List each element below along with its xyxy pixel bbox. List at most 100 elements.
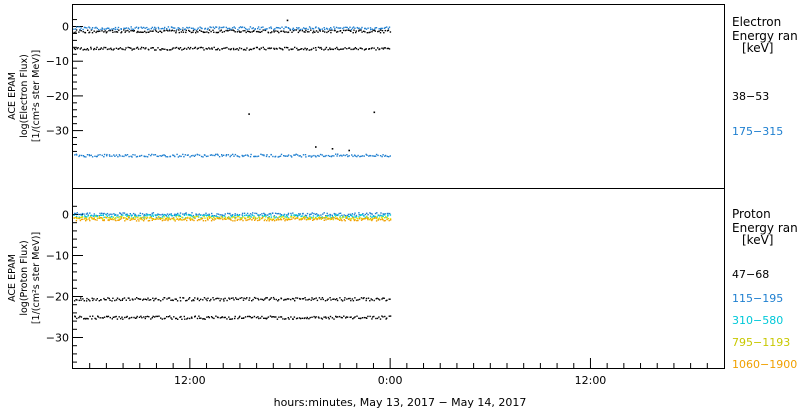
- data-point: [95, 214, 97, 217]
- data-point: [99, 317, 101, 319]
- data-point: [74, 48, 76, 51]
- data-point: [261, 217, 263, 220]
- data-point: [261, 154, 264, 156]
- data-point: [373, 299, 375, 302]
- data-point: [378, 217, 381, 219]
- data-point: [344, 220, 346, 222]
- data-point: [284, 298, 286, 301]
- data-point: [210, 216, 212, 219]
- data-point: [377, 218, 380, 220]
- data-point: [215, 153, 217, 156]
- data-point: [249, 156, 252, 158]
- x-tick-label: 12:00: [575, 374, 607, 387]
- data-point: [268, 299, 270, 301]
- data-point: [202, 318, 204, 320]
- data-point: [117, 214, 119, 216]
- data-point: [269, 315, 272, 317]
- data-point: [233, 30, 235, 32]
- data-point: [159, 30, 162, 33]
- top-ylabel-line3: [1/(cm²s ster MeV)]: [31, 50, 42, 142]
- data-point: [159, 217, 161, 219]
- data-point: [151, 212, 153, 215]
- data-point: [277, 219, 280, 221]
- data-point: [119, 47, 122, 49]
- data-point: [133, 48, 136, 50]
- data-point: [244, 30, 246, 32]
- data-point: [78, 217, 80, 220]
- data-point: [373, 315, 375, 318]
- data-point: [252, 48, 255, 50]
- data-point: [112, 316, 115, 318]
- data-point: [224, 213, 226, 215]
- data-point: [193, 28, 195, 31]
- data-point: [242, 215, 244, 217]
- data-point: [219, 214, 221, 216]
- data-point: [105, 46, 107, 49]
- data-point: [369, 217, 372, 220]
- data-point: [100, 217, 103, 219]
- data-point: [241, 214, 243, 216]
- data-point: [383, 47, 385, 49]
- data-point: [124, 49, 126, 51]
- data-point: [112, 49, 114, 51]
- data-point: [86, 48, 89, 50]
- data-point: [265, 215, 267, 217]
- data-point: [317, 214, 319, 217]
- data-point: [341, 317, 343, 319]
- data-point: [181, 219, 183, 221]
- data-point: [206, 316, 208, 318]
- data-point: [348, 155, 350, 157]
- data-point: [271, 316, 273, 318]
- data-point: [216, 48, 218, 51]
- data-point: [202, 220, 205, 222]
- data-point: [317, 217, 320, 219]
- data-point: [134, 218, 136, 220]
- data-point: [95, 299, 97, 301]
- data-point: [346, 26, 348, 29]
- data-point: [389, 298, 391, 300]
- data-point: [188, 297, 191, 299]
- data-point: [301, 30, 304, 32]
- data-point: [160, 155, 163, 157]
- data-point: [385, 216, 387, 219]
- data-point: [155, 297, 157, 300]
- data-point: [148, 49, 150, 51]
- data-point: [252, 212, 254, 214]
- data-point: [358, 30, 360, 32]
- data-point: [216, 213, 218, 215]
- data-point: [137, 48, 140, 50]
- data-point: [319, 217, 322, 219]
- data-point: [99, 30, 101, 32]
- data-point: [250, 216, 252, 218]
- data-point: [286, 298, 289, 300]
- data-point: [120, 217, 123, 219]
- data-point: [197, 214, 199, 216]
- data-point: [249, 26, 252, 28]
- data-point: [341, 300, 344, 302]
- data-point: [144, 30, 146, 33]
- data-point: [357, 299, 359, 301]
- data-point: [137, 298, 139, 300]
- data-point: [148, 214, 150, 216]
- data-point: [238, 47, 241, 49]
- data-point: [287, 155, 289, 157]
- data-point: [186, 299, 188, 302]
- data-point: [80, 30, 82, 32]
- data-point: [156, 315, 159, 318]
- data-point: [183, 219, 185, 221]
- data-point: [178, 31, 180, 34]
- data-point: [321, 48, 323, 50]
- data-point: [375, 217, 377, 219]
- data-point: [324, 28, 326, 31]
- data-point: [192, 48, 194, 50]
- data-point: [107, 297, 109, 299]
- data-point: [207, 316, 210, 318]
- data-point: [151, 153, 153, 156]
- data-point: [289, 28, 291, 30]
- data-point: [224, 218, 227, 220]
- bottom-panel-frame: [72, 188, 725, 369]
- data-point: [212, 29, 214, 31]
- data-point: [180, 155, 182, 158]
- data-point: [79, 216, 82, 219]
- data-point: [119, 299, 122, 302]
